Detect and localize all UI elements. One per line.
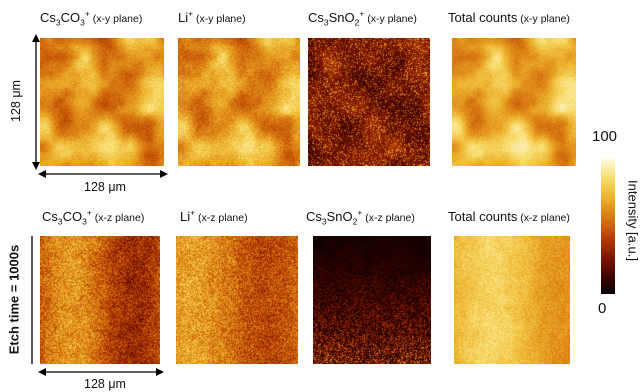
bottom-horizontal-dimension-label: 128 μm — [84, 377, 126, 391]
panel-title-cs3sno2-xy: Cs3SnO2+ (x-y plane) — [308, 8, 417, 28]
panel-title-total-xz: Total counts (x-z plane) — [448, 209, 570, 224]
etch-time-label: Etch time = 1000s — [6, 244, 22, 355]
panel-title-cs3sno2-xz: Cs3SnO2+ (x-z plane) — [306, 207, 415, 227]
ion-map-li-xz — [176, 236, 298, 364]
ion-map-cs3sno2-xy — [308, 38, 430, 166]
ion-map-li-xy — [178, 38, 300, 166]
vertical-dimension-arrow — [32, 34, 40, 170]
colorbar-max-label: 100 — [592, 128, 618, 145]
ion-map-total-xz — [454, 236, 570, 364]
panel-title-total-xy: Total counts (x-y plane) — [448, 10, 570, 25]
ion-map-cs3co3-xy — [40, 38, 164, 166]
vertical-dimension-label: 128 μm — [9, 80, 23, 122]
colorbar-axis-label: Intensity [a.u.] — [625, 180, 641, 261]
colorbar-min-label: 0 — [598, 300, 607, 317]
horizontal-dimension-arrow — [38, 170, 168, 178]
panel-title-cs3co3-xz: Cs3CO3+ (x-z plane) — [42, 207, 145, 227]
etch-time-arrow — [31, 236, 33, 364]
panel-title-cs3co3-xy: Cs3CO3+ (x-y plane) — [40, 8, 143, 28]
panel-title-li-xz: Li+ (x-z plane) — [180, 207, 248, 224]
panel-title-li-xy: Li+ (x-y plane) — [178, 8, 246, 25]
ion-map-cs3sno2-xz — [313, 236, 431, 364]
colorbar — [601, 158, 615, 294]
bottom-horizontal-dimension-arrow — [38, 368, 164, 376]
ion-map-total-xy — [452, 38, 576, 166]
horizontal-dimension-label: 128 μm — [84, 180, 126, 194]
ion-map-cs3co3-xz — [40, 236, 160, 364]
